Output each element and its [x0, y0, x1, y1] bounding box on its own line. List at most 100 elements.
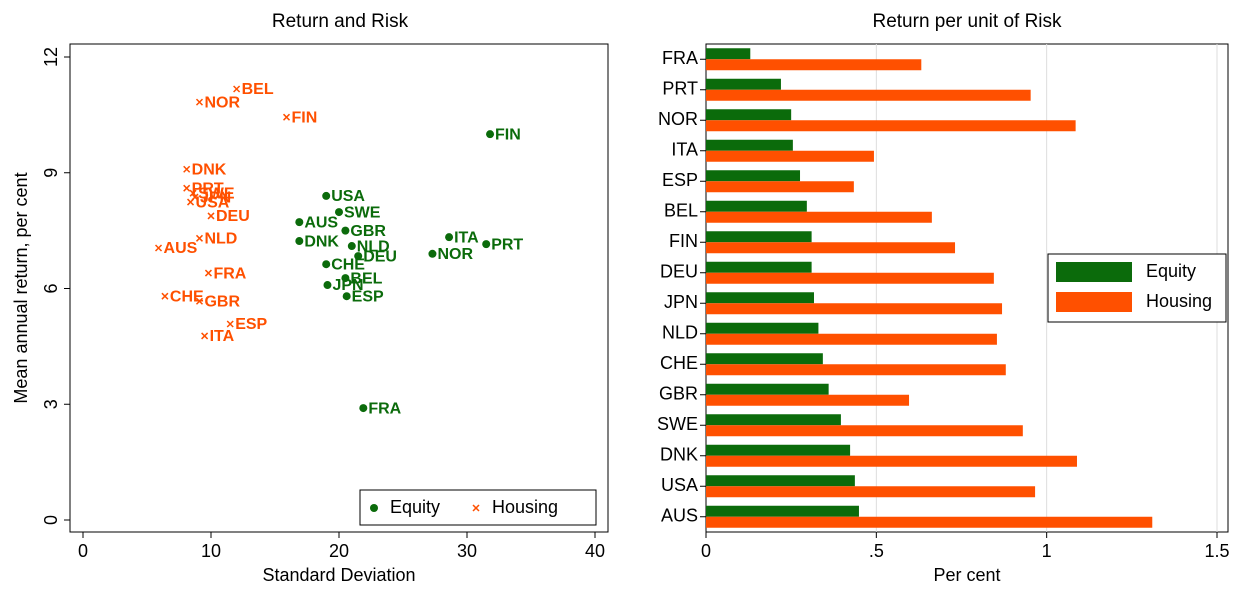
point-label: DEU — [363, 248, 397, 265]
y-tick-label: GBR — [659, 384, 698, 404]
point-label: BEL — [350, 270, 382, 287]
bar — [706, 109, 792, 121]
bar — [706, 516, 1153, 528]
y-tick-label: BEL — [664, 201, 698, 221]
point-label: FRA — [213, 265, 246, 282]
bar — [706, 303, 1003, 315]
point-label: PRT — [491, 236, 523, 253]
point-label: SWE — [344, 204, 381, 221]
point — [226, 320, 234, 328]
point-label: NLD — [204, 231, 237, 248]
point-label: ESP — [235, 316, 267, 333]
bar — [706, 505, 859, 517]
point-label: GBR — [350, 223, 386, 240]
point — [482, 240, 491, 249]
y-tick-label: ESP — [662, 170, 698, 190]
bar — [706, 333, 997, 345]
legend-label: Housing — [492, 497, 558, 517]
bar — [706, 139, 793, 151]
point-label: AUS — [164, 240, 198, 257]
y-tick-label: DEU — [660, 262, 698, 282]
x-tick-label: 10 — [201, 541, 221, 561]
point — [322, 191, 331, 200]
point — [341, 226, 350, 235]
bar — [706, 261, 812, 273]
point — [341, 274, 350, 283]
y-tick-label: DNK — [660, 445, 698, 465]
y-tick-label: 9 — [41, 168, 61, 178]
bar — [706, 425, 1023, 437]
legend-label: Equity — [1146, 261, 1196, 281]
point-label: JPN — [332, 277, 363, 294]
legend-swatch — [1056, 292, 1132, 312]
point — [233, 85, 241, 93]
point — [201, 332, 209, 340]
y-tick-label: NOR — [658, 109, 698, 129]
bar — [706, 48, 751, 60]
bar — [706, 78, 781, 90]
legend — [359, 489, 597, 526]
bar — [706, 231, 812, 243]
point — [183, 165, 191, 173]
point — [207, 212, 215, 220]
point — [323, 281, 332, 290]
point-label: NOR — [437, 246, 473, 263]
point-label: ITA — [210, 328, 235, 345]
legend-label: Equity — [390, 497, 440, 517]
y-tick-label: CHE — [660, 353, 698, 373]
point — [428, 249, 437, 258]
point-label: DEU — [216, 208, 250, 225]
y-tick-label: ITA — [671, 140, 698, 160]
legend-swatch — [370, 504, 378, 512]
y-tick-label: 6 — [41, 283, 61, 293]
point — [186, 198, 195, 206]
bar — [706, 59, 922, 71]
y-tick-label: FIN — [669, 231, 698, 251]
legend-swatch — [1056, 262, 1132, 282]
chart-title: Return and Risk — [272, 11, 409, 32]
y-tick-label: NLD — [662, 323, 698, 343]
bar — [706, 353, 823, 365]
point-label: SWE — [198, 185, 235, 202]
point-label: DNK — [304, 233, 339, 250]
y-tick-label: SWE — [657, 414, 698, 434]
y-tick-label: FRA — [662, 48, 698, 68]
bar — [706, 89, 1031, 101]
bar — [706, 292, 814, 304]
y-tick-label: PRT — [662, 79, 698, 99]
y-tick-label: AUS — [661, 506, 698, 526]
point — [322, 260, 331, 269]
x-tick-label: 30 — [457, 541, 477, 561]
x-axis-label: Standard Deviation — [262, 565, 415, 585]
point-label: NLD — [357, 238, 390, 255]
point — [189, 189, 197, 197]
x-axis-label: Per cent — [933, 565, 1000, 585]
bar — [706, 383, 829, 395]
point-label: NOR — [204, 94, 240, 111]
point-label: CHE — [331, 256, 365, 273]
point — [354, 252, 363, 261]
y-tick-label: 12 — [41, 47, 61, 67]
bar — [706, 170, 801, 182]
point — [347, 242, 356, 251]
y-tick-label: 0 — [41, 515, 61, 525]
point — [195, 98, 204, 106]
point — [335, 208, 343, 217]
point — [161, 292, 169, 300]
bar — [706, 394, 910, 406]
point-label: ITA — [454, 229, 479, 246]
bar — [706, 120, 1076, 132]
x-tick-label: 40 — [585, 541, 605, 561]
bar — [706, 475, 855, 487]
bar — [706, 211, 932, 223]
point-label: USA — [331, 188, 365, 205]
point — [359, 404, 368, 413]
point-label: AUS — [304, 214, 338, 231]
point — [282, 113, 291, 121]
point — [195, 297, 204, 305]
bar — [706, 200, 807, 212]
plot-frame — [705, 43, 1229, 533]
x-tick-label: 1 — [1042, 541, 1052, 561]
point-label: FIN — [495, 126, 521, 143]
